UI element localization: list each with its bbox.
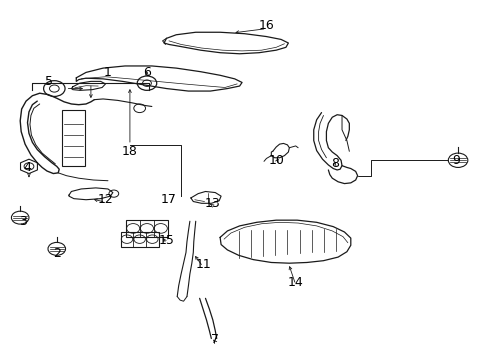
Bar <box>126 220 167 237</box>
Text: 9: 9 <box>452 154 460 167</box>
Text: 6: 6 <box>143 66 151 79</box>
Text: 17: 17 <box>161 193 177 206</box>
Text: 5: 5 <box>45 75 53 88</box>
Text: 15: 15 <box>158 234 174 247</box>
Text: 7: 7 <box>211 333 219 346</box>
Text: 13: 13 <box>204 197 220 210</box>
Bar <box>121 231 158 247</box>
Text: 3: 3 <box>19 215 26 228</box>
Text: 2: 2 <box>53 247 61 260</box>
Bar <box>61 110 85 166</box>
Text: 1: 1 <box>104 66 112 79</box>
Text: 8: 8 <box>330 157 338 170</box>
Text: 16: 16 <box>258 19 274 32</box>
Text: 11: 11 <box>195 258 210 271</box>
Text: 12: 12 <box>98 193 113 206</box>
Text: 18: 18 <box>122 145 138 158</box>
Text: 10: 10 <box>268 154 284 167</box>
Text: 14: 14 <box>287 276 303 289</box>
Text: 4: 4 <box>23 161 31 174</box>
